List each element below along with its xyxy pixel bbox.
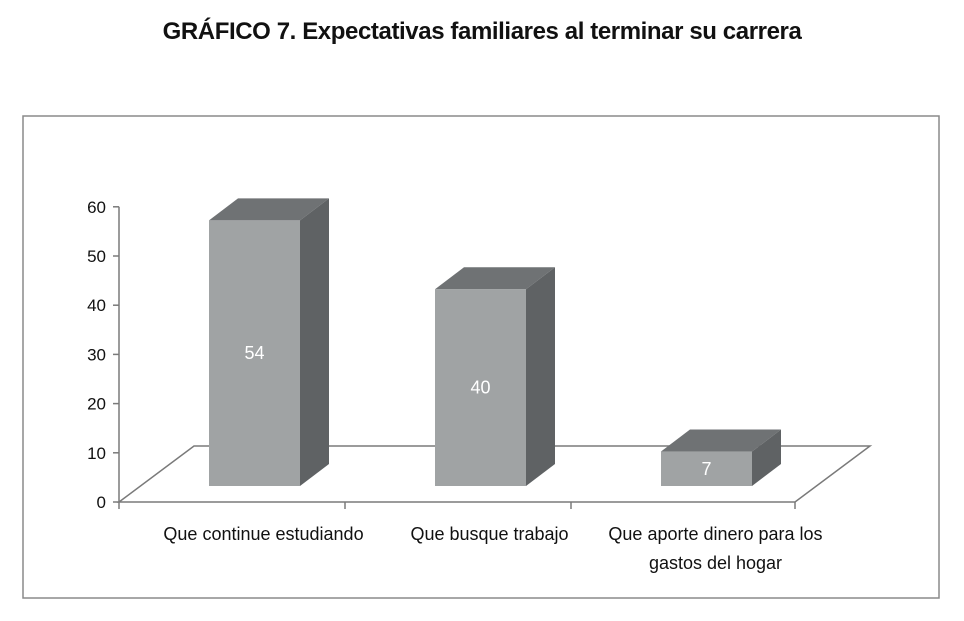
x-category-label: Que busque trabajo [410, 524, 568, 544]
bar [435, 267, 555, 486]
y-tick-label: 50 [87, 247, 106, 266]
bar-top-face [435, 267, 555, 290]
bar [209, 198, 329, 486]
y-tick-label: 10 [87, 444, 106, 463]
chart-title: GRÁFICO 7. Expectativas familiares al te… [162, 18, 802, 45]
y-tick-label: 30 [87, 345, 106, 364]
bar-front-face [435, 289, 526, 486]
y-tick-label: 0 [97, 493, 106, 512]
x-category-label: Que aporte dinero para los [608, 524, 822, 544]
data-label: 40 [470, 378, 490, 398]
y-tick-label: 60 [87, 198, 106, 217]
x-category-label: Que continue estudiando [163, 524, 363, 544]
bar-side-face [300, 198, 329, 486]
y-tick-label: 20 [87, 395, 106, 414]
bar-top-face [209, 198, 329, 221]
bar-front-face [209, 220, 300, 486]
bar [661, 429, 781, 486]
bar-side-face [752, 429, 781, 486]
y-tick-label: 40 [87, 296, 106, 315]
x-category-label: gastos del hogar [649, 553, 782, 573]
bar-top-face [661, 429, 781, 452]
data-label: 54 [244, 343, 264, 363]
bar-side-face [526, 267, 555, 486]
chart-frame [22, 115, 940, 599]
data-label: 7 [701, 459, 711, 479]
bar-front-face [661, 451, 752, 486]
